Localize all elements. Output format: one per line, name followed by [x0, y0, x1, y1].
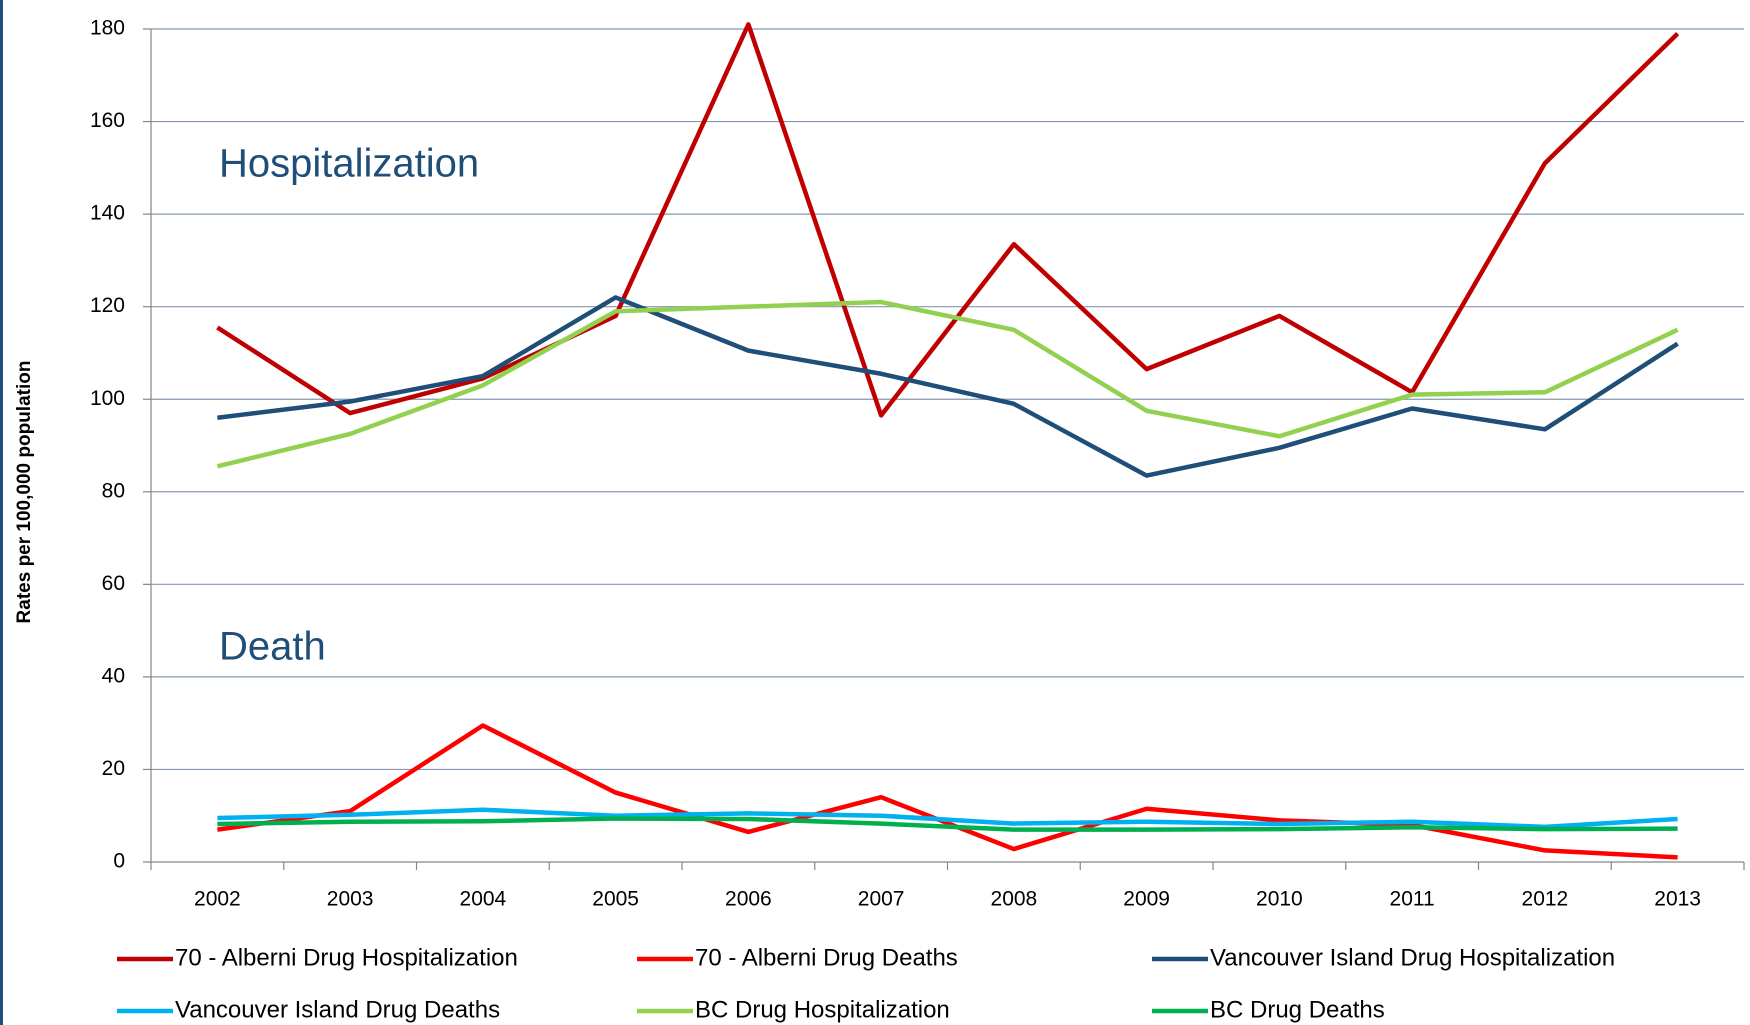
legend-label: Vancouver Island Drug Hospitalization [1210, 944, 1615, 971]
legend-label: Vancouver Island Drug Deaths [175, 996, 500, 1023]
x-tick-label: 2005 [592, 888, 639, 911]
x-tick-label: 2012 [1522, 888, 1569, 911]
y-tick-label: 140 [90, 202, 125, 225]
y-tick-label: 0 [113, 850, 125, 873]
x-tick-label: 2013 [1654, 888, 1701, 911]
y-axis-label: Rates per 100,000 population [14, 361, 35, 624]
x-tick-label: 2010 [1256, 888, 1303, 911]
y-tick-label: 120 [90, 294, 125, 317]
series-line [216, 299, 1679, 469]
x-tick-label: 2011 [1390, 888, 1435, 911]
series-line [217, 807, 1678, 830]
series-line [217, 816, 1678, 832]
legend-label: 70 - Alberni Drug Hospitalization [175, 944, 518, 971]
left-border [0, 0, 3, 1025]
x-tick-label: 2002 [194, 888, 241, 911]
series-line [217, 295, 1679, 478]
y-tick-label: 20 [102, 757, 125, 780]
series-line [216, 22, 1680, 418]
x-tick-label: 2003 [327, 888, 374, 911]
x-tick-label: 2007 [858, 888, 905, 911]
legend-label: 70 - Alberni Drug Deaths [695, 944, 958, 971]
y-tick-label: 40 [102, 664, 125, 687]
y-tick-label: 100 [90, 387, 125, 410]
legend-label: BC Drug Deaths [1210, 996, 1385, 1023]
legend-label: BC Drug Hospitalization [695, 996, 950, 1023]
x-tick-label: 2006 [725, 888, 772, 911]
y-tick-label: 180 [90, 17, 125, 40]
annotation: Death [219, 625, 326, 669]
annotation: Hospitalization [219, 142, 479, 186]
y-tick-label: 160 [90, 109, 125, 132]
y-tick-label: 80 [102, 479, 125, 502]
y-tick-label: 60 [102, 572, 125, 595]
x-tick-label: 2009 [1123, 888, 1170, 911]
x-tick-label: 2004 [460, 888, 507, 911]
series-line [217, 723, 1678, 860]
x-tick-label: 2008 [991, 888, 1038, 911]
